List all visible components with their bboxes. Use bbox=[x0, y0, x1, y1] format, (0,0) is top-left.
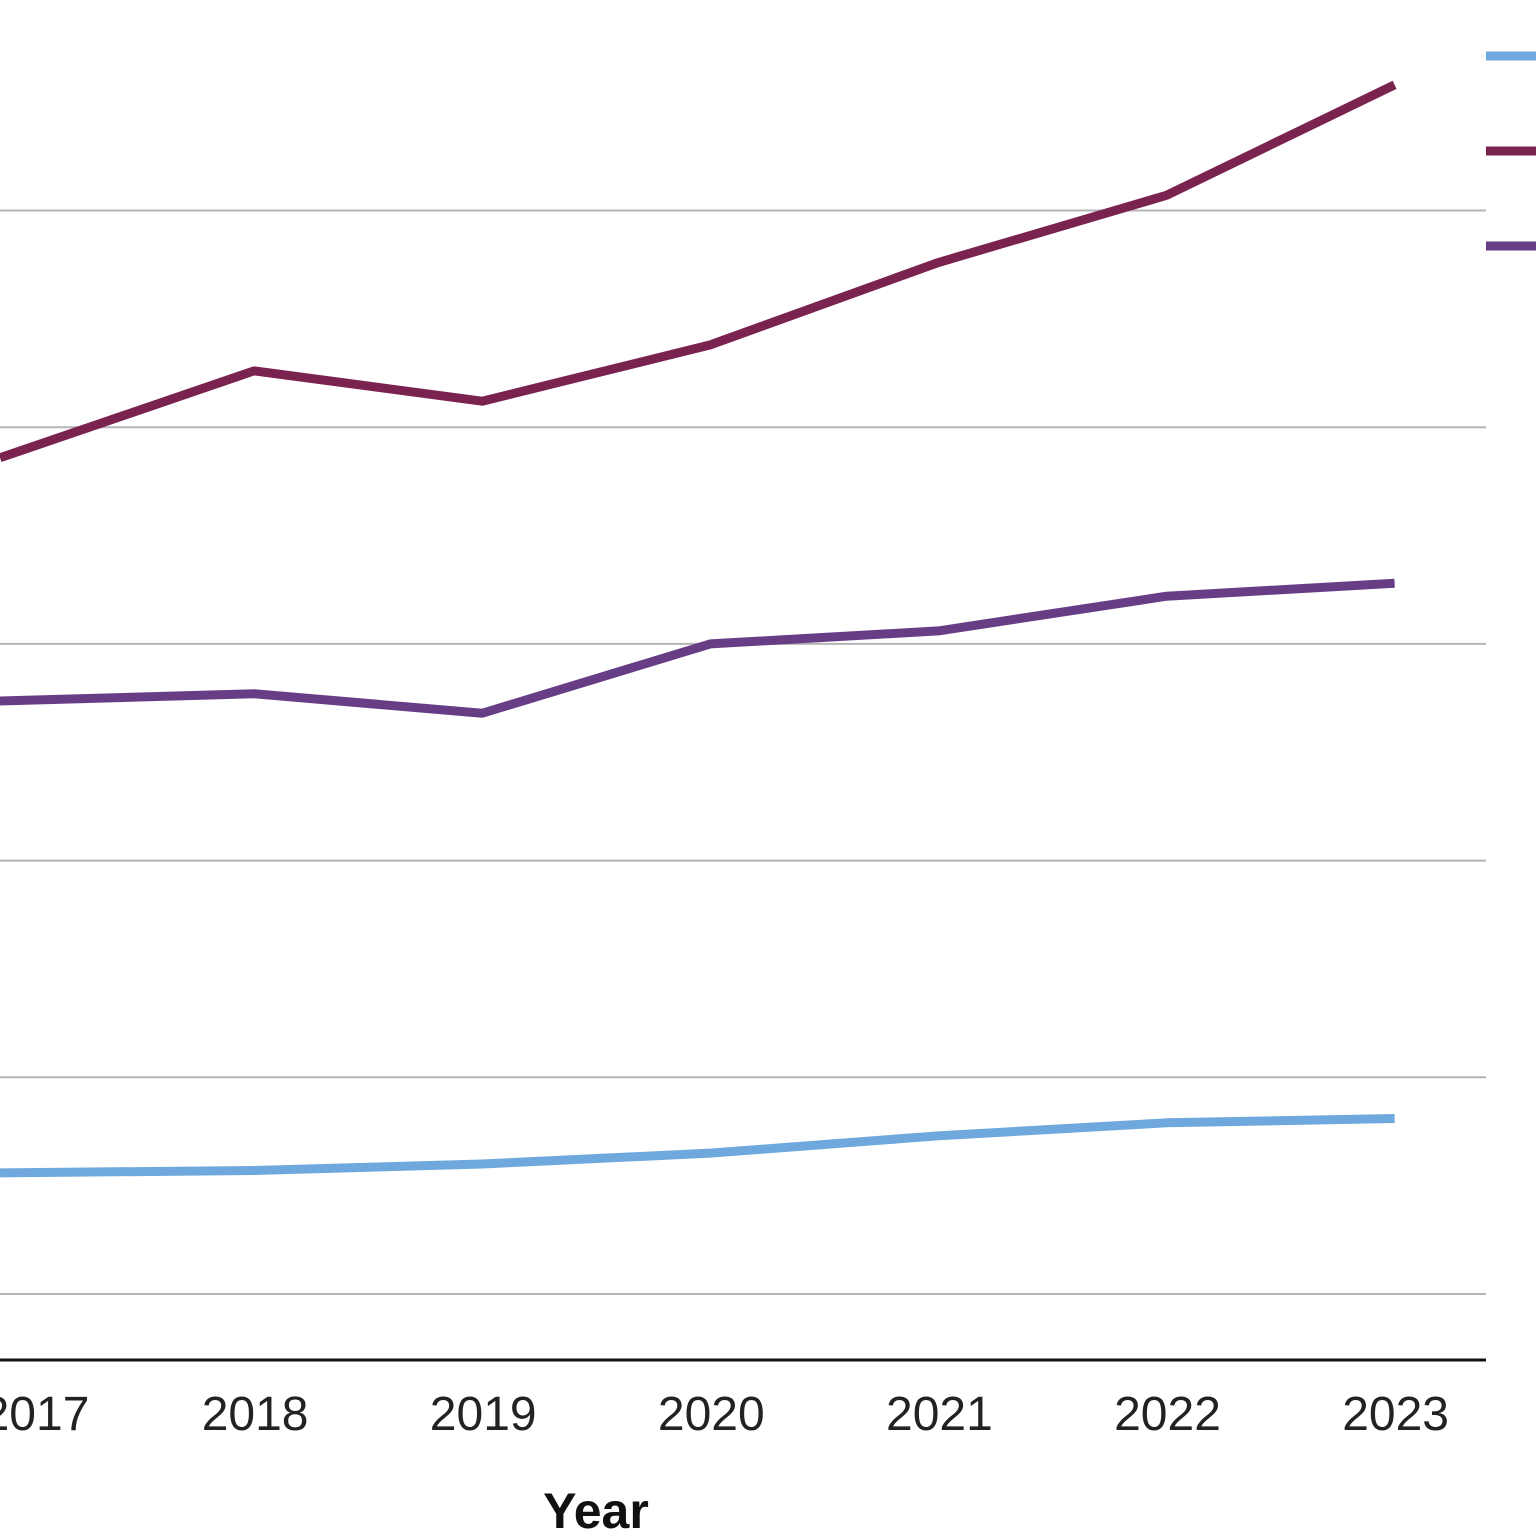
x-axis-tick-labels: 2017 2018 2019 2020 2021 2022 2023 bbox=[0, 1388, 1449, 1441]
series-lines bbox=[0, 80, 1399, 1178]
legend bbox=[1486, 51, 1536, 251]
x-axis-title: Year bbox=[543, 1483, 649, 1536]
data-point bbox=[22, 696, 30, 704]
x-tick-label: 2023 bbox=[1342, 1388, 1449, 1441]
x-tick-label: 2017 bbox=[0, 1388, 89, 1441]
data-point bbox=[250, 367, 258, 375]
x-tick-label: 2021 bbox=[886, 1388, 993, 1441]
data-point bbox=[934, 259, 942, 267]
data-point bbox=[22, 445, 30, 453]
series-line-2 bbox=[0, 80, 1397, 463]
data-point bbox=[478, 397, 486, 405]
data-point bbox=[478, 709, 486, 717]
data-point bbox=[250, 690, 258, 698]
data-point bbox=[1391, 81, 1399, 89]
data-point bbox=[934, 1132, 942, 1140]
x-tick-label: 2018 bbox=[202, 1388, 309, 1441]
data-point bbox=[1391, 579, 1399, 587]
series-line-3 bbox=[0, 578, 1395, 718]
data-point bbox=[478, 1160, 486, 1168]
data-point bbox=[706, 640, 714, 648]
data-point bbox=[1163, 191, 1171, 199]
x-tick-label: 2019 bbox=[430, 1388, 537, 1441]
data-point bbox=[1163, 1119, 1171, 1127]
data-point bbox=[22, 1169, 30, 1177]
data-point bbox=[706, 341, 714, 349]
data-point bbox=[934, 627, 942, 635]
x-tick-label: 2020 bbox=[658, 1388, 765, 1441]
x-tick-label: 2022 bbox=[1114, 1388, 1221, 1441]
data-point bbox=[1391, 1114, 1399, 1122]
series-line-1 bbox=[0, 1113, 1395, 1178]
data-point bbox=[250, 1166, 258, 1174]
data-point bbox=[706, 1149, 714, 1157]
data-point bbox=[1163, 592, 1171, 600]
gridlines bbox=[0, 209, 1486, 1295]
